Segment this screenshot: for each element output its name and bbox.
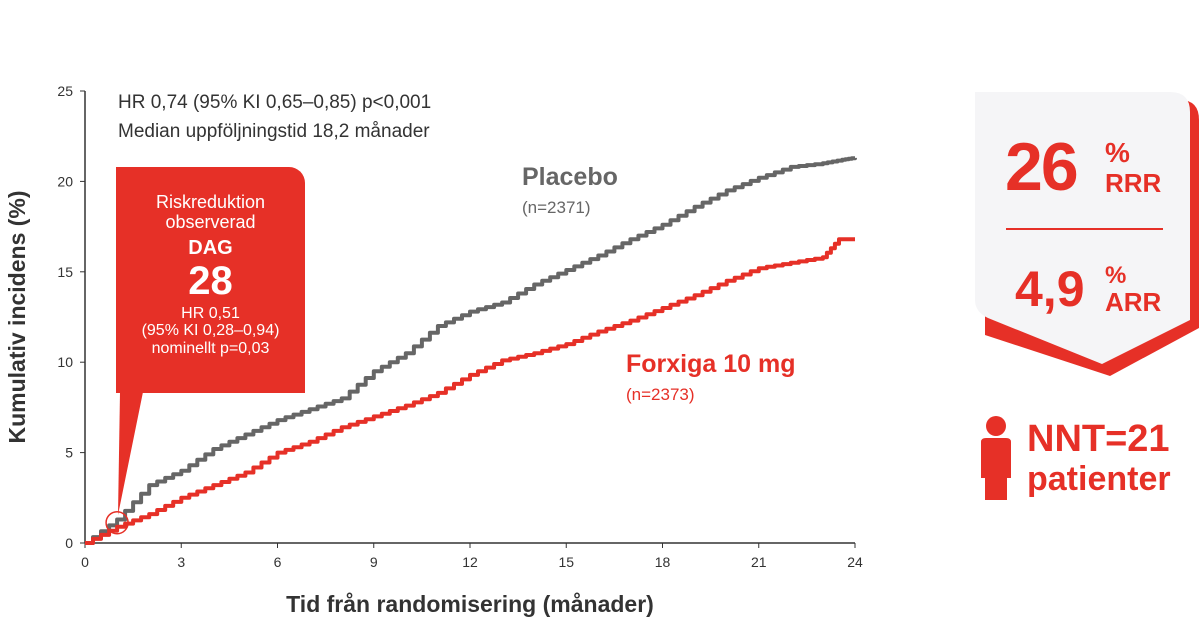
arr-label: ARR <box>1105 287 1162 317</box>
x-tick-label: 12 <box>462 554 478 570</box>
y-tick-label: 10 <box>57 354 73 370</box>
legend-placebo: Placebo <box>522 163 618 191</box>
arr-value: 4,9 <box>1015 261 1085 317</box>
callout-line1: Riskreduktion <box>155 192 266 212</box>
series-line-0 <box>85 156 857 545</box>
callout-hr: HR 0,51 <box>181 304 240 322</box>
x-tick-label: 18 <box>655 554 671 570</box>
y-tick-label: 20 <box>57 173 73 189</box>
x-tick-label: 3 <box>177 554 185 570</box>
rrr-value: 26 <box>1005 129 1079 205</box>
callout-dag: DAG <box>188 236 233 259</box>
person-icon-head <box>986 416 1006 436</box>
rrr-label: RRR <box>1105 168 1162 198</box>
x-tick-label: 21 <box>751 554 767 570</box>
legend-forxiga-n: (n=2373) <box>626 385 695 404</box>
x-tick-label: 6 <box>274 554 282 570</box>
rrr-unit: % <box>1105 137 1130 168</box>
day28-callout: Riskreduktion observerad DAG 28 HR 0,51 … <box>116 167 305 393</box>
nnt-label: NNT=21 <box>1027 418 1170 460</box>
callout-day: 28 <box>188 258 233 303</box>
arr-unit: % <box>1105 262 1127 289</box>
y-tick-label: 25 <box>57 83 73 99</box>
person-icon <box>981 438 1011 500</box>
legend-forxiga: Forxiga 10 mg <box>626 350 796 378</box>
callout-pointer <box>118 392 143 515</box>
callout-ci: (95% KI 0,28–0,94) <box>141 322 280 340</box>
series-line-1 <box>85 237 855 545</box>
nnt-sub: patienter <box>1027 460 1171 498</box>
y-axis-label: Kumulativ incidens (%) <box>4 190 30 443</box>
hr-annotation: HR 0,74 (95% KI 0,65–0,85) p<0,001 <box>118 92 432 113</box>
legend-placebo-n: (n=2371) <box>522 198 591 217</box>
y-tick-label: 0 <box>65 535 73 551</box>
x-axis-label: Tid från randomisering (månader) <box>286 591 654 617</box>
median-annotation: Median uppföljningstid 18,2 månader <box>118 121 430 142</box>
callout-p: nominellt p=0,03 <box>151 339 270 357</box>
day28-marker <box>105 510 129 535</box>
x-tick-label: 9 <box>370 554 378 570</box>
x-tick-label: 15 <box>558 554 574 570</box>
x-tick-label: 24 <box>847 554 863 570</box>
callout-line2: observerad <box>165 211 256 232</box>
x-tick-label: 0 <box>81 554 89 570</box>
y-tick-label: 5 <box>65 445 73 461</box>
y-tick-label: 15 <box>57 264 73 280</box>
